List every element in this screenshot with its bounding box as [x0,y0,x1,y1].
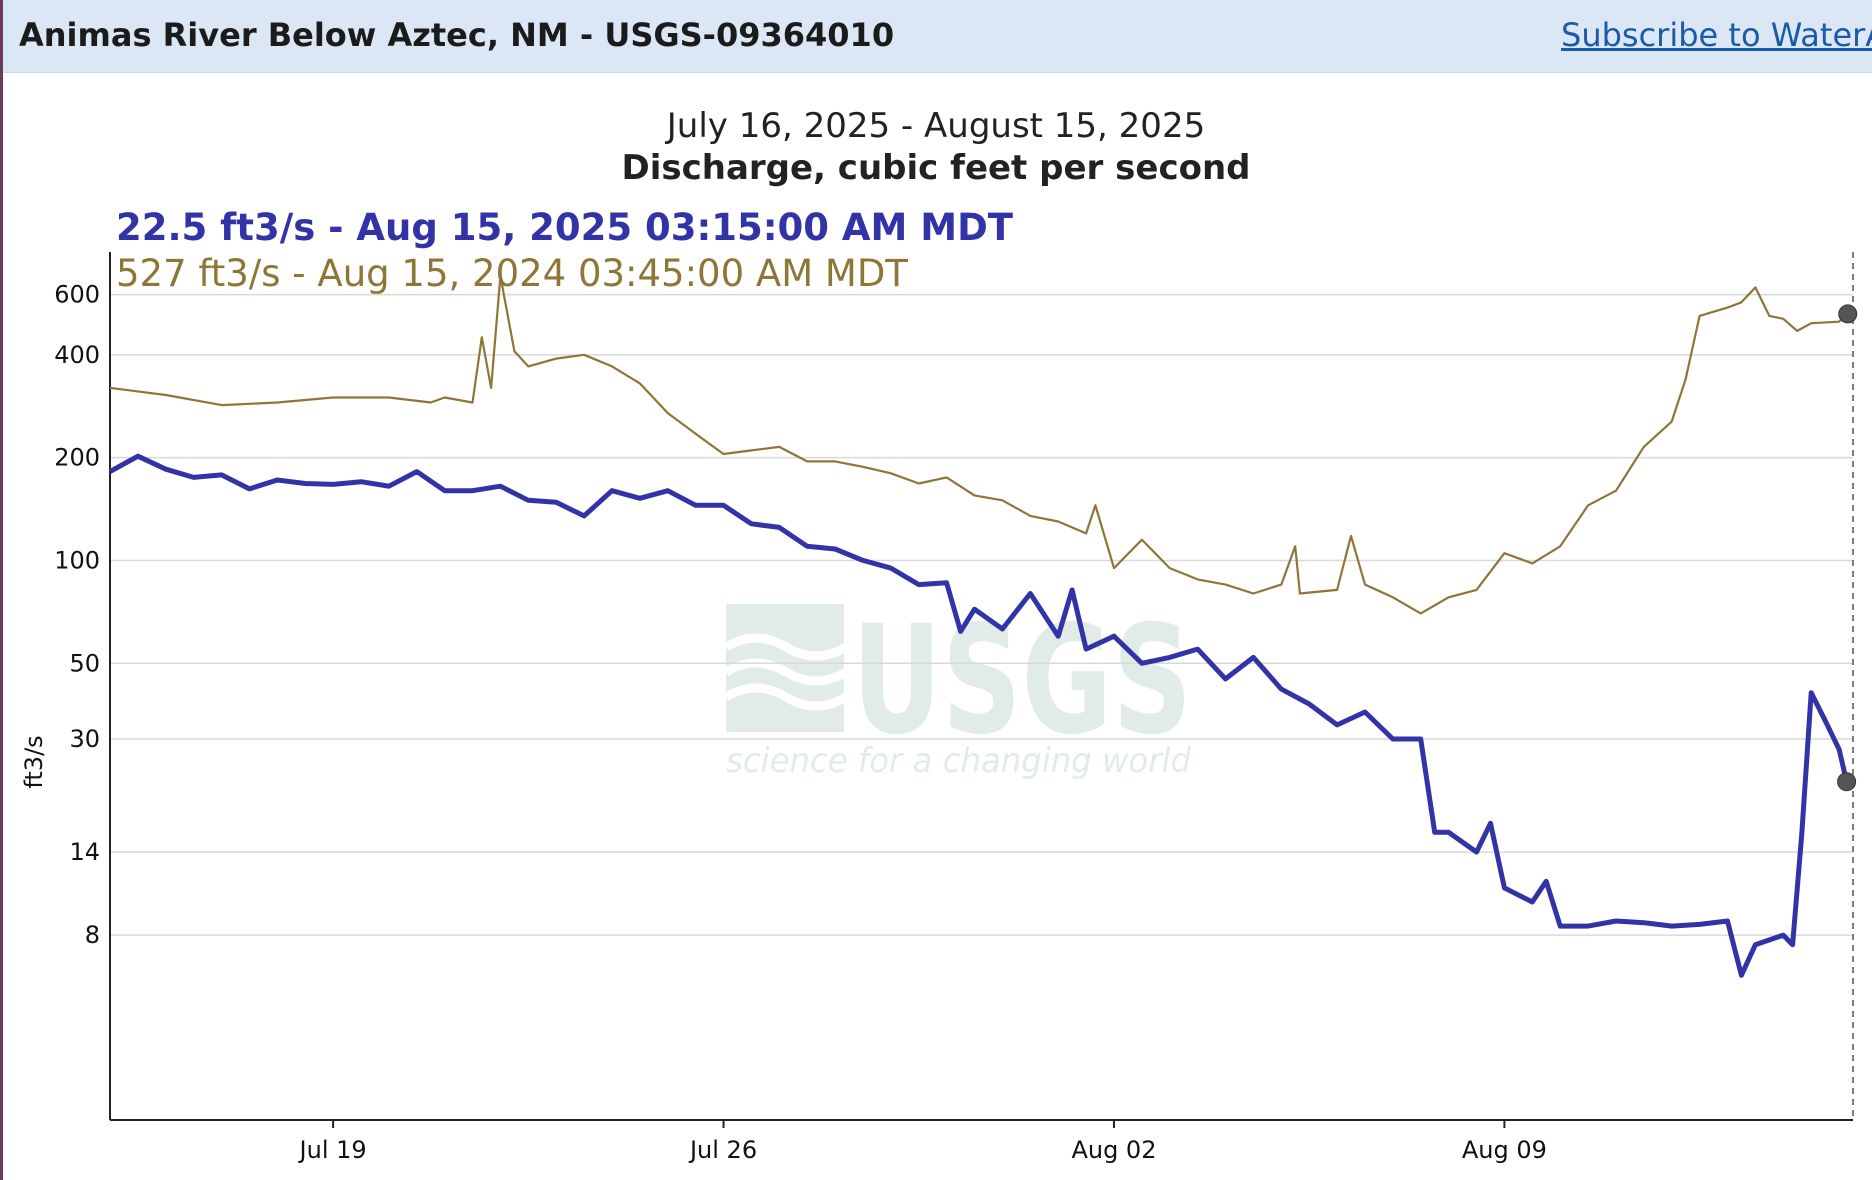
prior-series-line [109,275,1849,615]
current-series-line [108,453,1850,978]
y-tick-label: 400 [54,341,100,369]
usgs-logo-waves [723,633,849,711]
y-tick-label: 30 [69,725,100,753]
grid-lines [110,293,1853,936]
y-tick-label: 8 [85,921,100,949]
y-tick-label: 50 [69,649,100,677]
x-tick-label: Aug 02 [1071,1136,1156,1164]
y-axis-label: ft3/s [20,735,48,788]
series-lines [108,275,1858,978]
x-tick-label: Jul 26 [688,1136,757,1164]
prior-cursor-marker [1838,304,1858,324]
y-tick-label: 600 [54,281,100,309]
subscribe-link[interactable]: Subscribe to WaterAle [1561,16,1872,54]
x-tick-label: Aug 09 [1462,1136,1547,1164]
legend-current-series: 22.5 ft3/s - Aug 15, 2025 03:15:00 AM MD… [116,206,1014,249]
chart-subtitle: July 16, 2025 - August 15, 2025 [666,106,1206,146]
site-header: Animas River Below Aztec, NM - USGS-0936… [3,0,1872,73]
usgs-tagline: science for a changing world [726,741,1191,781]
current-cursor-marker [1837,772,1857,792]
site-title: Animas River Below Aztec, NM - USGS-0936… [19,16,895,54]
chart-plot[interactable]: USGS science for a changing world 814305… [0,72,1872,1180]
usgs-logo-wave-block [726,604,844,732]
chart-title: Discharge, cubic feet per second [621,148,1251,188]
left-border [0,0,3,1180]
y-tick-label: 100 [54,546,100,574]
y-tick-label: 200 [54,444,100,472]
chart-frame: July 16, 2025 - August 15, 2025 Discharg… [0,72,1872,1180]
tick-labels: 8 14 30 50 100 200 400 600 Jul 19 Jul 26 Aug 02 Aug… [54,281,1547,1164]
y-tick-label: 14 [69,838,100,866]
legend-prior-series: 527 ft3/s - Aug 15, 2024 03:45:00 AM MDT [116,252,908,295]
axes [109,252,1854,1128]
x-tick-label: Jul 19 [298,1136,367,1164]
